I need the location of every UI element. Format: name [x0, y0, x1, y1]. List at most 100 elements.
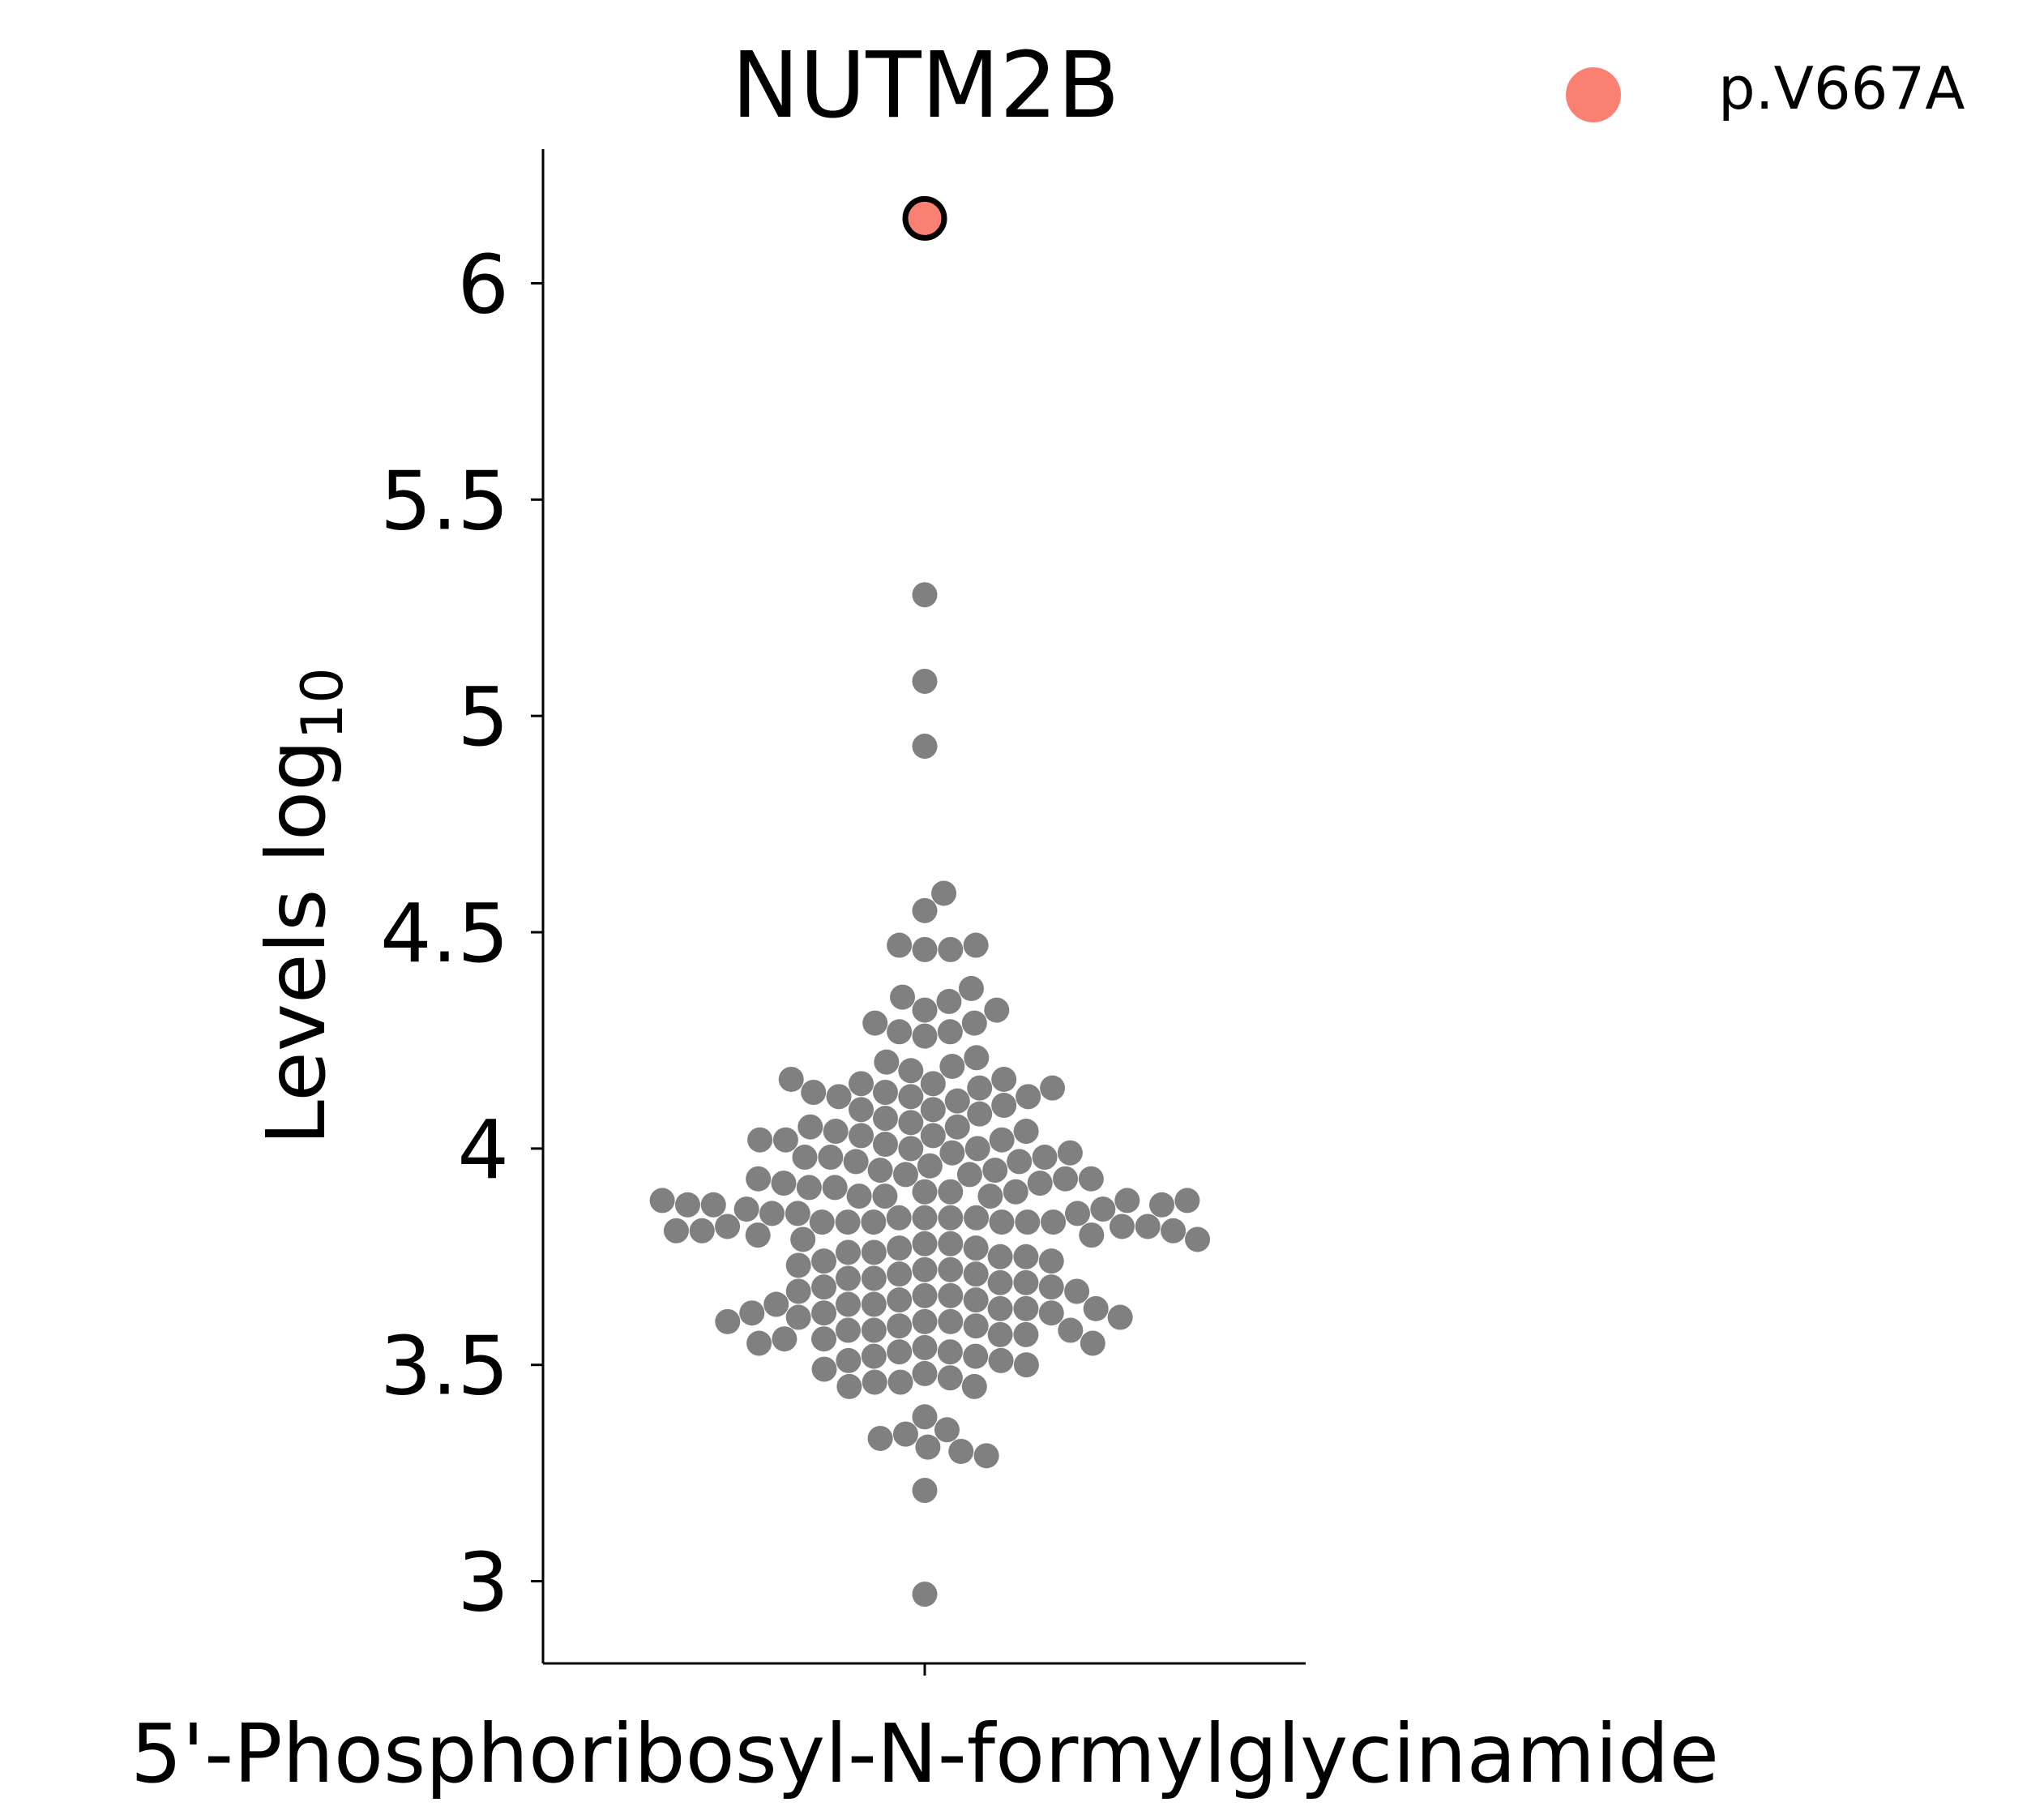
highlight-point-p-v667a [902, 195, 947, 241]
data-point [991, 1093, 1017, 1119]
data-point [796, 1175, 822, 1201]
data-point [836, 1291, 862, 1317]
data-point [963, 1287, 989, 1313]
data-point [1027, 1171, 1053, 1196]
data-point [811, 1326, 837, 1352]
data-point [689, 1218, 715, 1244]
data-point [849, 1071, 874, 1097]
data-point [1080, 1330, 1105, 1356]
data-point [944, 1114, 970, 1140]
data-point [912, 1582, 938, 1607]
data-point [861, 1291, 887, 1317]
data-point [987, 1269, 1013, 1295]
data-point [963, 1313, 989, 1339]
data-point [964, 1136, 990, 1162]
y-tick-label: 4 [457, 1102, 509, 1197]
data-point [898, 1058, 924, 1084]
data-point [920, 1071, 946, 1097]
data-point [835, 1209, 861, 1235]
data-point [936, 988, 962, 1014]
data-point [915, 1434, 941, 1460]
data-point [917, 1153, 943, 1179]
data-point [912, 1205, 938, 1231]
data-point [1016, 1084, 1041, 1110]
data-point [987, 1244, 1013, 1269]
data-point [984, 997, 1010, 1023]
data-point [1149, 1192, 1175, 1218]
data-point [956, 1162, 982, 1188]
data-point [785, 1201, 810, 1226]
data-point [715, 1308, 741, 1334]
data-point [1007, 1149, 1033, 1175]
data-point [836, 1373, 862, 1399]
y-ticks: 3 3.5 4 4.5 5 5.5 6 [380, 237, 543, 1630]
data-point [967, 1101, 993, 1127]
data-point [977, 1184, 1003, 1209]
data-point [898, 1084, 924, 1110]
y-axis-label-main: Levels log [249, 739, 344, 1145]
data-point [1079, 1222, 1105, 1248]
data-point [715, 1214, 741, 1239]
data-point [937, 1019, 963, 1045]
data-point [1013, 1119, 1039, 1145]
data-point [887, 1261, 913, 1287]
data-point [674, 1192, 700, 1218]
data-point [836, 1239, 862, 1265]
data-point [790, 1226, 816, 1252]
data-point [1109, 1214, 1135, 1239]
data-point [822, 1175, 848, 1201]
data-point [1114, 1188, 1140, 1214]
data-point [912, 897, 938, 923]
data-point [772, 1326, 798, 1352]
data-point [963, 1235, 989, 1261]
data-point [1083, 1295, 1109, 1321]
data-point [920, 1123, 946, 1149]
data-point [861, 1317, 887, 1343]
data-point [912, 1282, 938, 1308]
data-point [861, 1209, 887, 1235]
data-point [958, 975, 984, 1001]
data-point [938, 1256, 964, 1282]
data-point [811, 1356, 837, 1382]
data-point [1013, 1269, 1039, 1295]
data-point [849, 1123, 874, 1149]
data-point [874, 1049, 900, 1075]
data-point [1041, 1209, 1067, 1235]
data-point [759, 1201, 785, 1226]
data-point [938, 1205, 964, 1231]
data-point [963, 1261, 989, 1287]
data-point [912, 1231, 938, 1256]
data-point [912, 1256, 938, 1282]
data-point [938, 1231, 964, 1256]
data-point [809, 1209, 835, 1235]
data-point [912, 1308, 938, 1334]
data-point [912, 1334, 938, 1360]
data-point [745, 1222, 771, 1248]
legend-label-p-v667a: p.V667A [1718, 54, 1965, 122]
data-point [862, 1010, 888, 1036]
data-point [823, 1119, 849, 1145]
data-point [1065, 1201, 1091, 1226]
data-point [887, 1287, 913, 1313]
data-point [861, 1239, 887, 1265]
data-point [1053, 1166, 1079, 1192]
data-point [811, 1300, 837, 1326]
data-point [867, 1158, 893, 1184]
data-point [887, 932, 913, 958]
data-point [1058, 1317, 1084, 1343]
data-point [912, 1179, 938, 1205]
data-point [948, 1438, 974, 1464]
data-point [938, 1282, 964, 1308]
data-point [987, 1295, 1013, 1321]
data-point [982, 1158, 1008, 1184]
data-point [1078, 1166, 1104, 1192]
data-point [826, 1084, 852, 1110]
data-point [938, 936, 964, 962]
data-point [890, 984, 916, 1010]
data-point [739, 1300, 765, 1326]
data-point [991, 1066, 1017, 1092]
data-point [1032, 1145, 1058, 1171]
data-point [989, 1127, 1015, 1153]
data-point [937, 1339, 963, 1365]
data-point [1090, 1196, 1116, 1222]
